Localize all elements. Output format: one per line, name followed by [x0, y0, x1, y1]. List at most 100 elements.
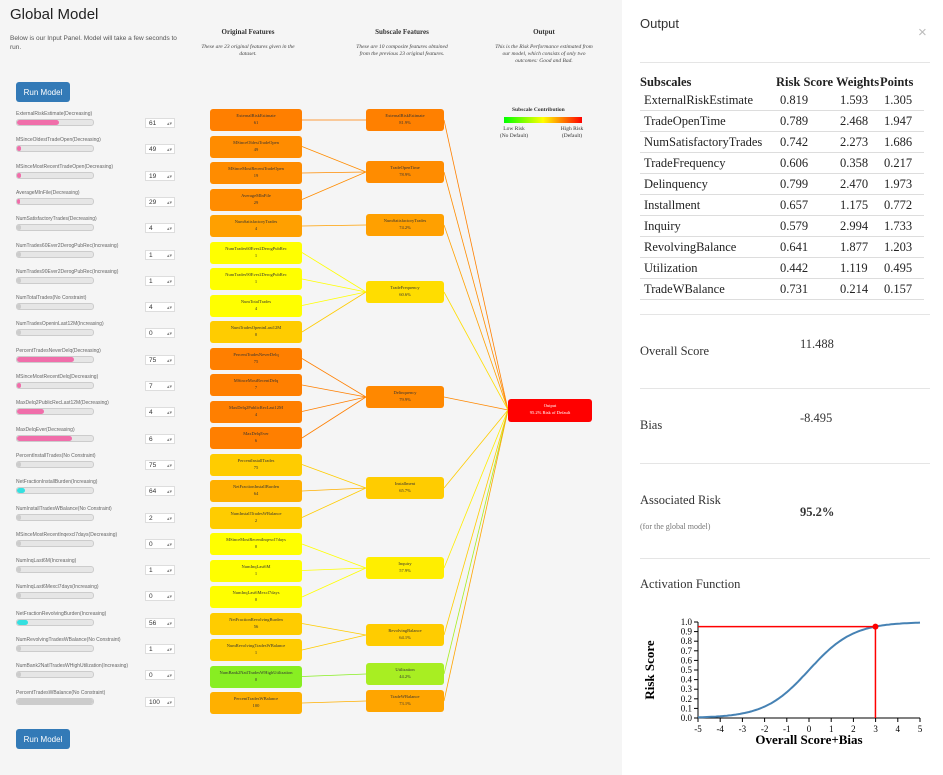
subscale-feature-node[interactable]: Delinquency 79.9% — [366, 386, 444, 408]
run-model-button-bottom[interactable]: Run Model — [16, 729, 70, 749]
feature-number-input[interactable]: 75 ▴▾ — [145, 459, 175, 470]
original-feature-node[interactable]: NumInqLast6M 1 — [210, 559, 302, 582]
original-feature-node[interactable]: MaxDelq2PublicRecLast12M 4 — [210, 400, 302, 423]
stepper-icon[interactable]: ▴▾ — [166, 489, 172, 496]
original-feature-node[interactable]: MSinceOldestTradeOpen 49 — [210, 135, 302, 158]
stepper-icon[interactable]: ▴▾ — [166, 620, 172, 627]
feature-slider[interactable] — [16, 197, 94, 205]
feature-number-input[interactable]: 7 ▴▾ — [145, 381, 175, 391]
feature-slider[interactable] — [16, 408, 94, 416]
stepper-icon[interactable]: ▴▾ — [166, 410, 172, 417]
original-feature-node[interactable]: NumRevolvingTradesWBalance 1 — [210, 639, 302, 661]
original-feature-node[interactable]: PercentTradesWBalance 100 — [210, 692, 302, 714]
feature-slider[interactable] — [16, 513, 94, 521]
original-feature-node[interactable]: MSinceMostRecentInqexcl7days 0 — [210, 533, 302, 555]
feature-number-input[interactable]: 4 ▴▾ — [145, 407, 175, 418]
feature-number-input[interactable]: 75 ▴▾ — [145, 354, 175, 365]
subscale-feature-node[interactable]: RevolvingBalance 64.1% — [366, 624, 444, 646]
feature-slider[interactable] — [16, 145, 94, 153]
stepper-icon[interactable]: ▴▾ — [166, 699, 172, 706]
feature-slider[interactable] — [16, 355, 94, 363]
stepper-icon[interactable]: ▴▾ — [166, 462, 172, 469]
stepper-icon[interactable]: ▴▾ — [166, 594, 172, 601]
subscale-feature-node[interactable]: TradeFrequency 60.6% — [366, 281, 444, 303]
feature-slider[interactable] — [16, 119, 94, 126]
stepper-icon[interactable]: ▴▾ — [166, 331, 172, 338]
feature-slider[interactable] — [16, 171, 94, 179]
subscale-feature-node[interactable]: Inquiry 57.9% — [366, 557, 444, 579]
subscale-feature-node[interactable]: TradeOpenTime 78.9% — [366, 161, 444, 183]
original-feature-node[interactable]: ExternalRiskEstimate 61 — [210, 109, 302, 131]
original-feature-node[interactable]: NumTrades90Ever2DerogPubRec 1 — [210, 268, 302, 290]
feature-number-input[interactable]: 0 ▴▾ — [145, 670, 175, 681]
subscale-feature-node[interactable]: Utilization 44.2% — [366, 663, 444, 685]
original-feature-node[interactable]: NumInqLast6Mexcl7days 0 — [210, 586, 302, 608]
stepper-icon[interactable]: ▴▾ — [166, 436, 172, 443]
feature-number-input[interactable]: 1 ▴▾ — [145, 565, 175, 576]
stepper-icon[interactable]: ▴▾ — [166, 121, 172, 127]
feature-number-input[interactable]: 61 ▴▾ — [145, 118, 175, 128]
original-feature-node[interactable]: NumSatisfactoryTrades 4 — [210, 215, 302, 237]
feature-slider[interactable] — [16, 460, 94, 468]
stepper-icon[interactable]: ▴▾ — [166, 199, 172, 206]
stepper-icon[interactable]: ▴▾ — [166, 173, 172, 180]
feature-slider[interactable] — [16, 618, 94, 626]
feature-number-input[interactable]: 56 ▴▾ — [145, 617, 175, 628]
feature-slider[interactable] — [16, 697, 94, 705]
feature-slider[interactable] — [16, 329, 94, 337]
subscale-feature-node[interactable]: ExternalRiskEstimate 81.9% — [366, 109, 444, 131]
feature-number-input[interactable]: 0 ▴▾ — [145, 591, 175, 602]
original-feature-node[interactable]: MSinceMostRecentDelq 7 — [210, 374, 302, 396]
original-feature-node[interactable]: PercentInstallTrades 75 — [210, 453, 302, 476]
subscale-feature-node[interactable]: Installment 65.7% — [366, 477, 444, 499]
feature-slider[interactable] — [16, 382, 94, 389]
feature-slider[interactable] — [16, 539, 94, 547]
stepper-icon[interactable]: ▴▾ — [166, 278, 172, 285]
original-feature-node[interactable]: NumTotalTrades 4 — [210, 294, 302, 317]
stepper-icon[interactable]: ▴▾ — [166, 673, 172, 680]
original-feature-node[interactable]: PercentTradesNeverDelq 75 — [210, 347, 302, 370]
feature-number-input[interactable]: 1 ▴▾ — [145, 644, 175, 654]
feature-slider[interactable] — [16, 592, 94, 600]
feature-slider[interactable] — [16, 434, 94, 442]
feature-number-input[interactable]: 6 ▴▾ — [145, 433, 175, 444]
stepper-icon[interactable]: ▴▾ — [166, 252, 172, 259]
stepper-icon[interactable]: ▴▾ — [166, 384, 172, 390]
stepper-icon[interactable]: ▴▾ — [166, 226, 172, 233]
original-feature-node[interactable]: NumTrades60Ever2DerogPubRec 1 — [210, 241, 302, 264]
feature-slider[interactable] — [16, 276, 94, 284]
feature-slider[interactable] — [16, 250, 94, 258]
feature-number-input[interactable]: 19 ▴▾ — [145, 170, 175, 181]
run-model-button-top[interactable]: Run Model — [16, 82, 70, 102]
feature-slider[interactable] — [16, 645, 94, 652]
feature-slider[interactable] — [16, 487, 94, 495]
feature-slider[interactable] — [16, 671, 94, 679]
feature-number-input[interactable]: 1 ▴▾ — [145, 275, 175, 286]
original-feature-node[interactable]: MaxDelqEver 6 — [210, 427, 302, 449]
stepper-icon[interactable]: ▴▾ — [166, 147, 172, 154]
stepper-icon[interactable]: ▴▾ — [166, 568, 172, 575]
stepper-icon[interactable]: ▴▾ — [166, 647, 172, 653]
feature-slider[interactable] — [16, 224, 94, 232]
stepper-icon[interactable]: ▴▾ — [166, 357, 172, 364]
original-feature-node[interactable]: NumBank2NatlTradesWHighUtilization 0 — [210, 665, 302, 688]
feature-number-input[interactable]: 1 ▴▾ — [145, 249, 175, 260]
original-feature-node[interactable]: NetFractionInstallBurden 64 — [210, 480, 302, 502]
stepper-icon[interactable]: ▴▾ — [166, 515, 172, 522]
original-feature-node[interactable]: MSinceMostRecentTradeOpen 19 — [210, 162, 302, 184]
feature-number-input[interactable]: 64 ▴▾ — [145, 486, 175, 497]
feature-number-input[interactable]: 0 ▴▾ — [145, 328, 175, 339]
original-feature-node[interactable]: NetFractionRevolvingBurden 56 — [210, 612, 302, 635]
subscale-feature-node[interactable]: TradeWBalance 73.1% — [366, 690, 444, 712]
original-feature-node[interactable]: NumTradesOpeninLast12M 0 — [210, 321, 302, 343]
feature-number-input[interactable]: 49 ▴▾ — [145, 144, 175, 155]
subscale-feature-node[interactable]: NumSatisfactoryTrades 74.2% — [366, 214, 444, 236]
original-feature-node[interactable]: AverageMInFile 29 — [210, 188, 302, 211]
feature-slider[interactable] — [16, 303, 94, 311]
close-icon[interactable]: × — [918, 24, 927, 41]
original-feature-node[interactable]: NumInstallTradesWBalance 2 — [210, 506, 302, 529]
feature-number-input[interactable]: 2 ▴▾ — [145, 512, 175, 523]
feature-number-input[interactable]: 4 ▴▾ — [145, 223, 175, 234]
feature-number-input[interactable]: 100 ▴▾ — [145, 696, 175, 707]
stepper-icon[interactable]: ▴▾ — [166, 305, 172, 312]
